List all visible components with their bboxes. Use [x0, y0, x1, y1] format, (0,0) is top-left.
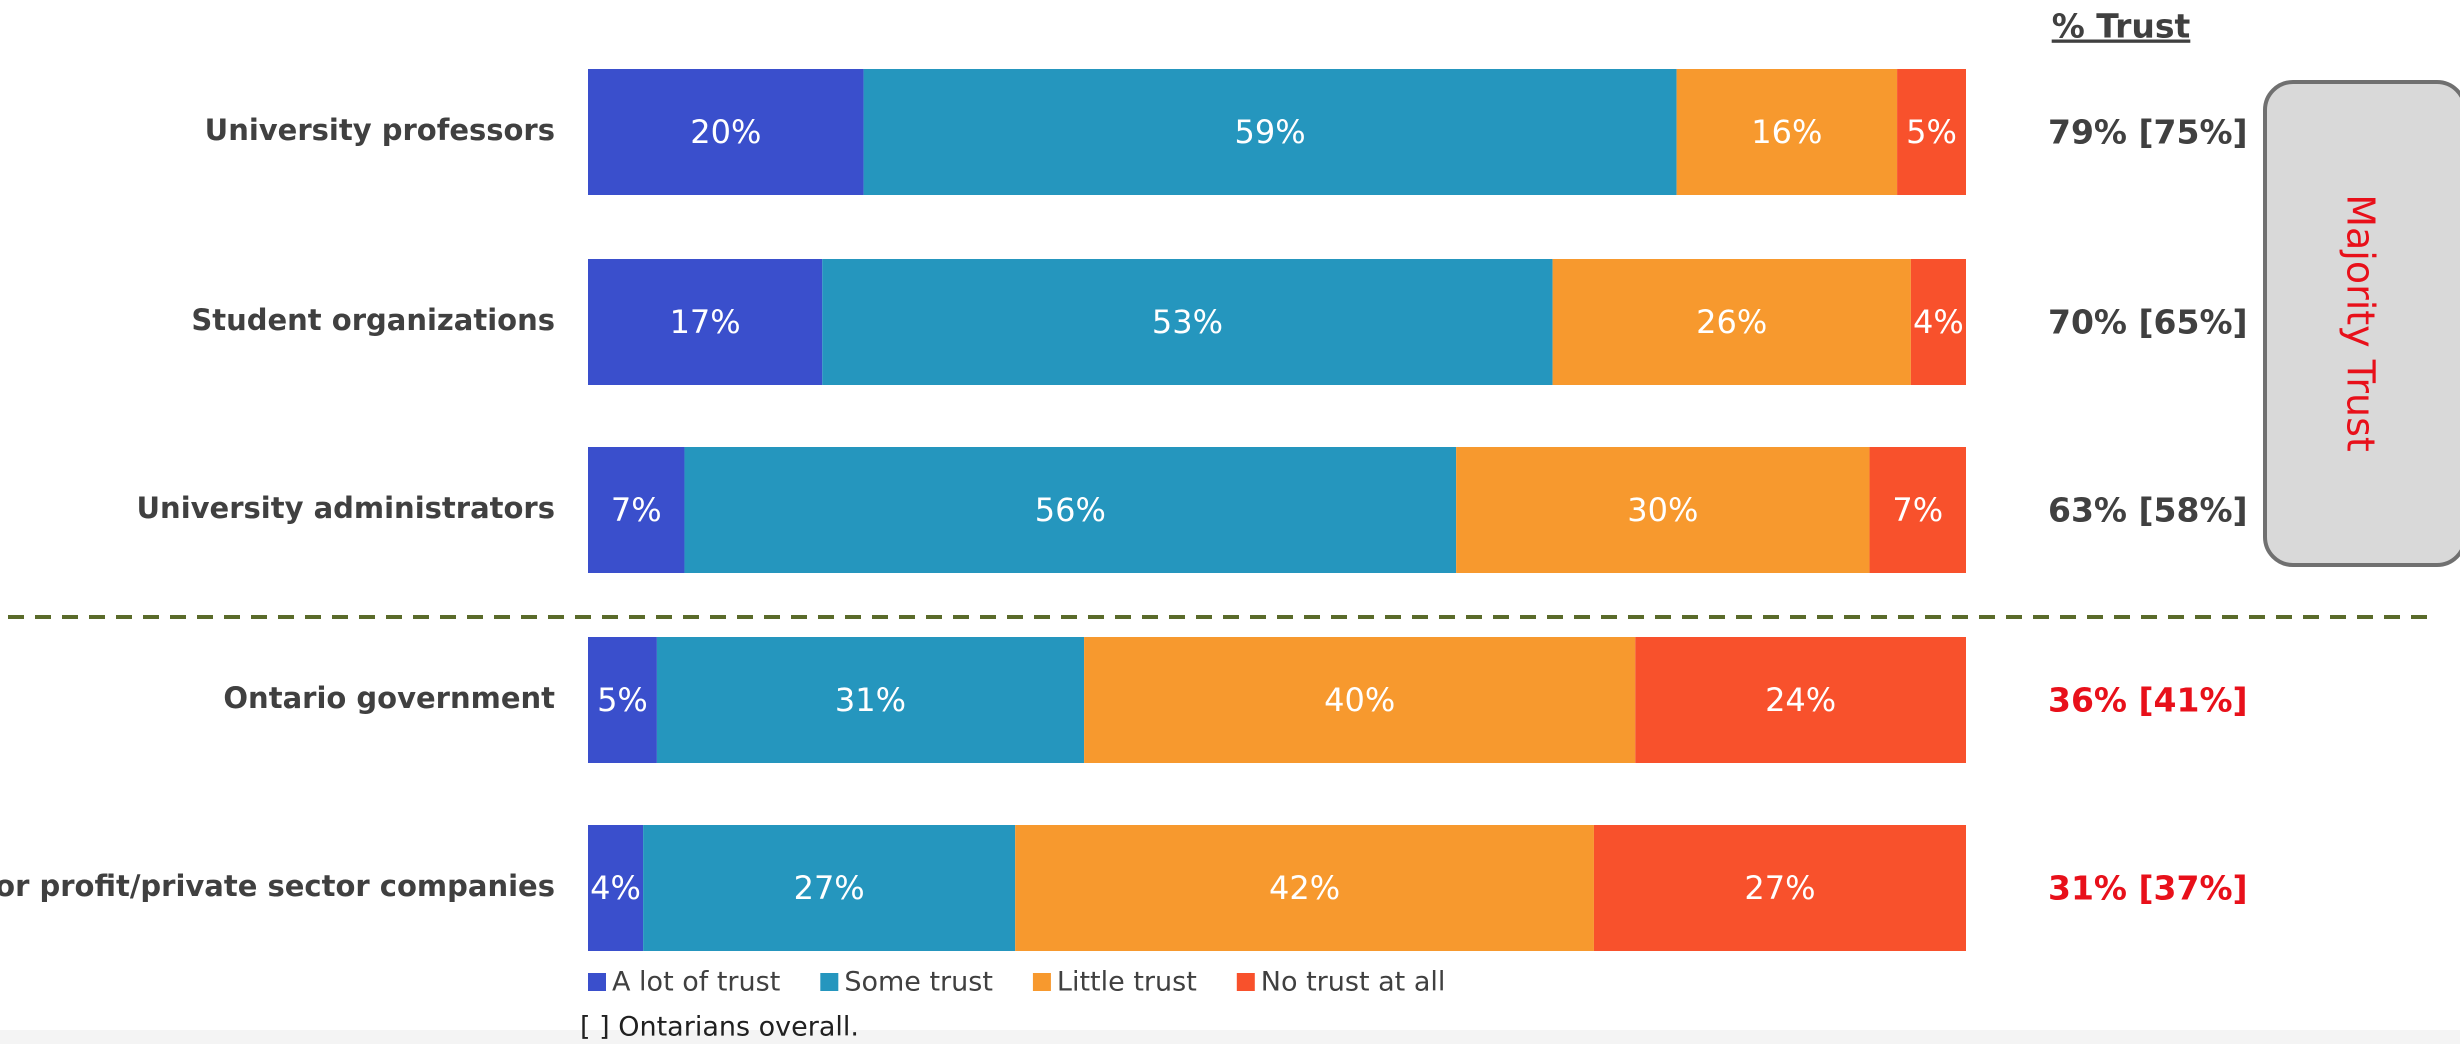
value-label: 27% — [1744, 869, 1815, 907]
value-label: 59% — [1235, 113, 1306, 151]
bar-segment — [1897, 69, 1966, 195]
group-box — [2263, 80, 2460, 567]
bar-segment — [1869, 447, 1966, 573]
value-label: 4% — [590, 869, 641, 907]
category-label: Ontario government — [223, 681, 555, 715]
value-label: 7% — [1892, 491, 1943, 529]
bar-segment — [1015, 825, 1594, 951]
footnote: [ ] Ontarians overall. — [580, 1012, 859, 1043]
bar-segment — [1676, 69, 1898, 195]
legend-swatch — [1236, 973, 1255, 991]
value-label: 30% — [1627, 491, 1698, 529]
value-label: 27% — [794, 869, 865, 907]
bar-segment — [656, 637, 1085, 763]
value-label: 26% — [1696, 303, 1767, 341]
bar-segment — [1456, 447, 1870, 573]
trust-label: 36% [41%] — [2048, 681, 2248, 720]
legend-swatch — [588, 973, 606, 991]
trust-label: 31% [37%] — [2048, 869, 2248, 908]
legend-label: A lot of trust — [612, 967, 780, 998]
bar-segment — [643, 825, 1016, 951]
bar-segment — [1635, 637, 1966, 763]
value-label: 31% — [835, 681, 906, 719]
legend-label: No trust at all — [1261, 967, 1446, 998]
bar-segment — [863, 69, 1677, 195]
value-label: 20% — [690, 113, 761, 151]
bar-segment — [1910, 259, 1966, 385]
bar-segment — [684, 447, 1457, 573]
trust-label: 70% [65%] — [2048, 303, 2248, 342]
bar-segment — [588, 825, 644, 951]
legend-label: Little trust — [1057, 967, 1197, 998]
bar-segment — [1552, 259, 1911, 385]
category-label: For profit/private sector companies — [0, 869, 555, 903]
legend-swatch — [1032, 973, 1051, 991]
category-label: Student organizations — [191, 303, 555, 337]
value-label: 56% — [1035, 491, 1106, 529]
bar-segment — [1084, 637, 1636, 763]
value-label: 24% — [1765, 681, 1836, 719]
value-label: 17% — [670, 303, 741, 341]
bar-segment — [588, 447, 685, 573]
value-label: 4% — [1913, 303, 1964, 341]
legend-label: Some trust — [844, 967, 993, 998]
bar-segment — [588, 69, 864, 195]
legend-swatch — [820, 973, 839, 991]
category-label: University administrators — [137, 491, 556, 525]
value-label: 16% — [1751, 113, 1822, 151]
bar-segment — [588, 637, 657, 763]
trust-label: 79% [75%] — [2048, 113, 2248, 152]
trust-header: % Trust — [2052, 7, 2191, 46]
value-label: 7% — [611, 491, 662, 529]
value-label: 42% — [1269, 869, 1340, 907]
bar-segment — [822, 259, 1553, 385]
value-label: 5% — [597, 681, 648, 719]
bar-segment — [1593, 825, 1966, 951]
group-label: Majority Trust — [2339, 194, 2383, 452]
category-label: University professors — [205, 113, 555, 147]
value-label: 40% — [1324, 681, 1395, 719]
value-label: 53% — [1152, 303, 1223, 341]
bottom-band — [0, 1030, 2460, 1044]
bar-segment — [588, 259, 823, 385]
value-label: 5% — [1906, 113, 1957, 151]
trust-label: 63% [58%] — [2048, 491, 2248, 530]
